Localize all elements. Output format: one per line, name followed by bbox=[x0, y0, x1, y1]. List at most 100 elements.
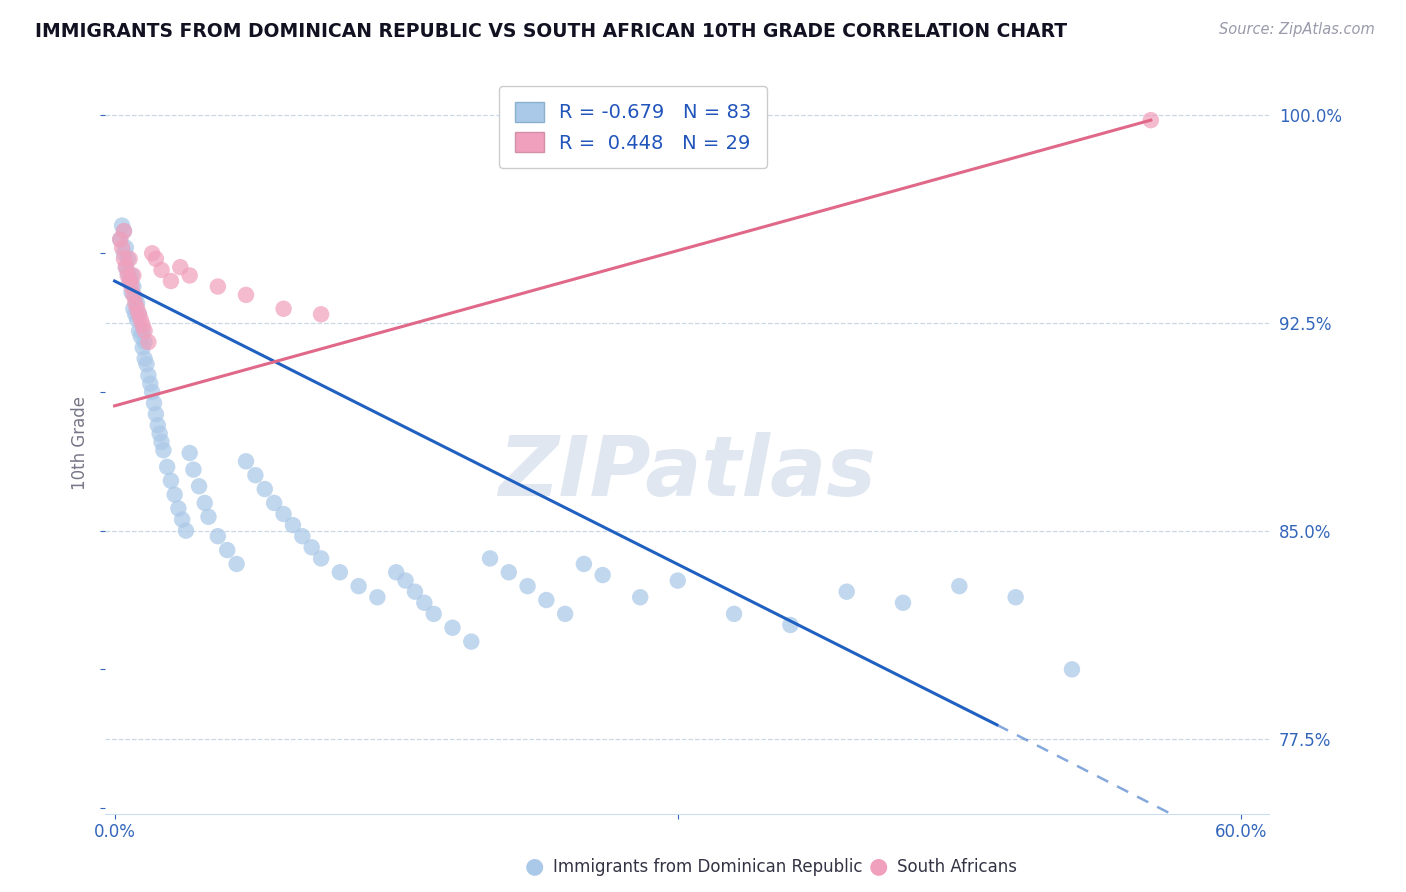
Point bbox=[145, 407, 167, 421]
Point bbox=[111, 241, 134, 255]
Point bbox=[174, 524, 197, 538]
Text: South Africans: South Africans bbox=[897, 858, 1017, 876]
Point bbox=[115, 241, 138, 255]
Point bbox=[169, 260, 191, 274]
Text: Immigrants from Dominican Republic: Immigrants from Dominican Republic bbox=[553, 858, 862, 876]
Point bbox=[1060, 662, 1083, 676]
Point bbox=[891, 596, 914, 610]
Point bbox=[413, 596, 436, 610]
Point bbox=[723, 607, 745, 621]
Point bbox=[347, 579, 370, 593]
Point bbox=[273, 507, 295, 521]
Point bbox=[128, 307, 150, 321]
Point bbox=[110, 232, 132, 246]
Point bbox=[479, 551, 502, 566]
Point bbox=[207, 279, 229, 293]
Point bbox=[235, 288, 257, 302]
Point bbox=[194, 496, 217, 510]
Point bbox=[128, 307, 150, 321]
Text: ●: ● bbox=[524, 856, 544, 876]
Point bbox=[127, 296, 149, 310]
Point bbox=[129, 313, 152, 327]
Point bbox=[628, 591, 651, 605]
Point bbox=[554, 607, 576, 621]
Point bbox=[404, 584, 426, 599]
Point bbox=[160, 474, 183, 488]
Point bbox=[152, 443, 174, 458]
Point bbox=[115, 260, 138, 274]
Point bbox=[115, 260, 138, 274]
Point bbox=[143, 396, 166, 410]
Point bbox=[536, 593, 558, 607]
Point bbox=[197, 509, 219, 524]
Point bbox=[127, 301, 149, 316]
Point bbox=[118, 274, 141, 288]
Point bbox=[150, 434, 173, 449]
Point bbox=[441, 621, 464, 635]
Point bbox=[179, 268, 201, 283]
Point bbox=[124, 291, 146, 305]
Point bbox=[309, 551, 332, 566]
Point bbox=[118, 252, 141, 266]
Point bbox=[122, 279, 145, 293]
Point bbox=[141, 246, 163, 260]
Y-axis label: 10th Grade: 10th Grade bbox=[72, 396, 89, 491]
Point bbox=[167, 501, 190, 516]
Point bbox=[217, 543, 239, 558]
Point bbox=[141, 384, 163, 399]
Point bbox=[110, 232, 132, 246]
Point bbox=[779, 618, 801, 632]
Legend: R = -0.679   N = 83, R =  0.448   N = 29: R = -0.679 N = 83, R = 0.448 N = 29 bbox=[499, 87, 768, 169]
Point bbox=[183, 463, 205, 477]
Point bbox=[301, 541, 323, 555]
Point bbox=[281, 518, 304, 533]
Point bbox=[592, 568, 614, 582]
Point bbox=[835, 584, 858, 599]
Point bbox=[460, 634, 482, 648]
Point bbox=[149, 426, 172, 441]
Point bbox=[188, 479, 211, 493]
Point bbox=[132, 341, 155, 355]
Point bbox=[122, 301, 145, 316]
Point bbox=[117, 266, 139, 280]
Point bbox=[172, 512, 194, 526]
Point bbox=[263, 496, 285, 510]
Point bbox=[516, 579, 538, 593]
Point bbox=[127, 313, 149, 327]
Point bbox=[207, 529, 229, 543]
Point bbox=[124, 307, 146, 321]
Point bbox=[385, 566, 408, 580]
Point bbox=[1139, 113, 1161, 128]
Point bbox=[135, 357, 157, 371]
Point bbox=[1004, 591, 1026, 605]
Point bbox=[134, 351, 156, 366]
Point bbox=[122, 268, 145, 283]
Point bbox=[948, 579, 970, 593]
Point bbox=[117, 268, 139, 283]
Point bbox=[160, 274, 183, 288]
Point bbox=[235, 454, 257, 468]
Point bbox=[132, 318, 155, 333]
Point bbox=[138, 334, 160, 349]
Point bbox=[156, 459, 179, 474]
Point bbox=[112, 224, 135, 238]
Text: Source: ZipAtlas.com: Source: ZipAtlas.com bbox=[1219, 22, 1375, 37]
Point bbox=[666, 574, 689, 588]
Point bbox=[111, 219, 134, 233]
Point bbox=[118, 274, 141, 288]
Point bbox=[139, 376, 162, 391]
Point bbox=[128, 324, 150, 338]
Point bbox=[253, 482, 276, 496]
Point bbox=[498, 566, 520, 580]
Point bbox=[121, 285, 143, 299]
Point bbox=[150, 263, 173, 277]
Point bbox=[138, 368, 160, 383]
Point bbox=[112, 252, 135, 266]
Point bbox=[134, 334, 156, 349]
Point bbox=[366, 591, 388, 605]
Point bbox=[146, 418, 169, 433]
Point bbox=[145, 252, 167, 266]
Point bbox=[163, 487, 186, 501]
Point bbox=[329, 566, 352, 580]
Point bbox=[129, 329, 152, 343]
